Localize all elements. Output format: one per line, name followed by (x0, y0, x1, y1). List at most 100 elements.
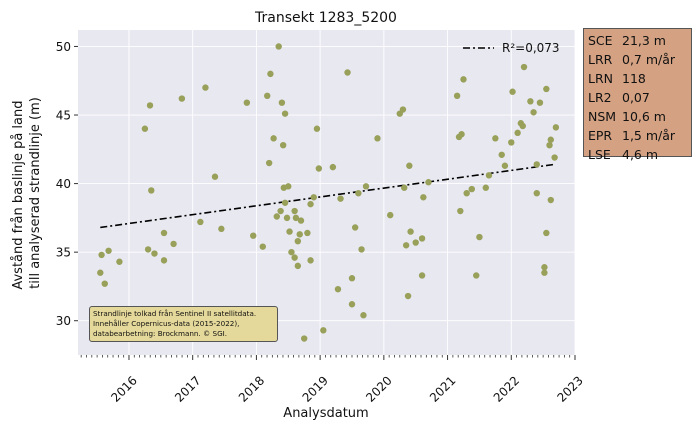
stat-row-lrn: LRN 118 (588, 69, 687, 88)
data-point (418, 235, 426, 242)
x-tick-label: 2019 (300, 373, 331, 404)
data-point (501, 162, 509, 169)
data-point (275, 43, 282, 50)
data-point (264, 92, 271, 100)
data-point (530, 109, 537, 116)
data-point (541, 269, 548, 276)
y-axis-ticks: 30 35 40 45 50 (56, 40, 78, 328)
data-point (211, 173, 219, 180)
data-point (116, 258, 123, 265)
stat-key: LRR (588, 52, 613, 67)
data-point (315, 165, 323, 172)
stat-row-lr2: LR2 0,07 (588, 88, 687, 107)
grid-lines (78, 30, 576, 355)
y-tick-label: 50 (56, 40, 71, 54)
data-point (141, 125, 149, 132)
data-point (151, 250, 158, 257)
data-point (310, 194, 317, 201)
stat-row-sce: SCE 21,3 m (588, 31, 687, 50)
data-point (458, 131, 465, 138)
data-point (148, 187, 155, 194)
data-point (492, 135, 499, 142)
data-point (218, 225, 225, 233)
data-point (267, 70, 274, 78)
y-tick-label: 30 (56, 314, 71, 328)
y-tick-label: 45 (56, 109, 71, 123)
data-point (401, 184, 408, 191)
data-point (536, 99, 544, 106)
x-tick-label: 2018 (236, 373, 267, 404)
data-point (160, 229, 168, 237)
stat-value: 10,6 m (622, 109, 666, 124)
data-point (291, 254, 298, 261)
y-axis-label-line-2: till analyserad strandlinje (m) (28, 97, 43, 289)
stat-row-lse: LSE 4,6 m (588, 145, 687, 164)
data-point (307, 200, 314, 208)
credit-line-3: databearbetning: Brockmann. © SGI. (93, 329, 228, 338)
data-point (552, 124, 560, 131)
data-point (468, 185, 475, 193)
data-point (547, 196, 554, 204)
data-point (296, 231, 303, 238)
stat-value: 4,6 m (622, 147, 659, 162)
data-point (146, 102, 154, 109)
data-point (297, 217, 305, 224)
stat-key: EPR (588, 128, 613, 143)
data-point (509, 88, 516, 95)
data-point (374, 135, 381, 142)
data-point (543, 229, 550, 237)
data-point (98, 251, 105, 259)
data-point (243, 99, 251, 106)
data-point (348, 301, 356, 308)
stat-key: NSM (588, 109, 617, 124)
data-point (362, 183, 370, 190)
data-point (543, 85, 550, 93)
credit-line-2: Innehåller Copernicus-data (2015-2022), (93, 319, 240, 328)
data-point (283, 214, 291, 222)
stat-key: LSE (588, 147, 611, 162)
data-point (399, 106, 407, 113)
data-point (259, 243, 266, 250)
x-axis-ticks: 2016 2017 2018 2019 2020 2021 2022 2023 (108, 355, 586, 405)
data-point (527, 98, 534, 105)
data-point (412, 239, 419, 246)
data-point (508, 139, 515, 146)
data-point (265, 159, 273, 167)
data-point (344, 69, 351, 76)
data-point (97, 269, 104, 276)
data-points (97, 43, 560, 342)
data-point (304, 229, 311, 237)
trend-line (100, 163, 555, 229)
x-tick-label: 2021 (427, 373, 458, 404)
data-point (498, 151, 505, 158)
data-point (291, 207, 298, 215)
data-point (358, 246, 365, 253)
data-point (160, 257, 168, 264)
data-point (281, 110, 289, 117)
legend-label: R²=0,073 (502, 41, 560, 55)
data-point (197, 218, 204, 226)
data-point (418, 272, 426, 279)
data-point (519, 122, 526, 130)
data-point (453, 92, 461, 100)
stat-row-lrr: LRR 0,7 m/år (588, 50, 687, 69)
x-axis-label: Analysdatum (283, 406, 368, 421)
data-point (329, 163, 337, 171)
data-point (482, 184, 489, 191)
data-point (541, 264, 548, 271)
data-point (288, 248, 295, 256)
stat-value: 0,7 m/år (622, 52, 676, 67)
y-tick-label: 40 (56, 177, 71, 191)
x-axis-minor-ticks (80, 355, 571, 358)
data-point (355, 189, 362, 197)
data-point (514, 129, 521, 137)
data-point (387, 211, 394, 219)
data-point (101, 280, 108, 287)
data-point (360, 312, 367, 319)
data-point (292, 214, 300, 222)
data-point (294, 237, 302, 245)
data-point (551, 154, 558, 161)
data-point (533, 189, 540, 197)
data-credit-box: Strandlinje tolkad från Sentinel II sate… (89, 306, 278, 342)
